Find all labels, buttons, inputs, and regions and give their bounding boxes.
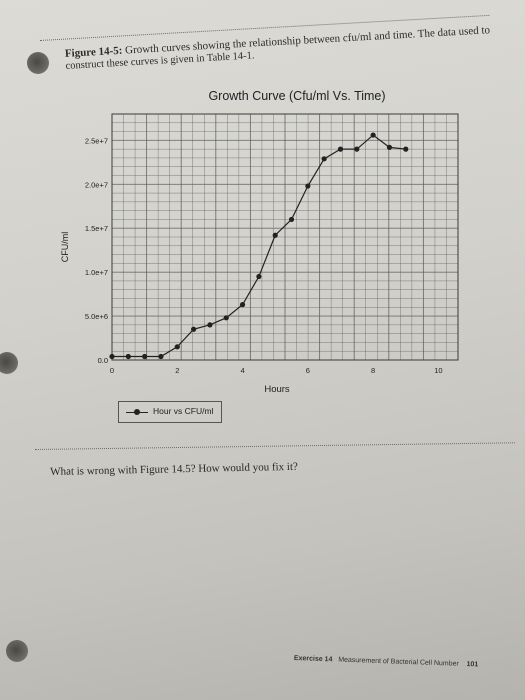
legend-marker-swatch (134, 409, 140, 415)
data-point (370, 132, 376, 138)
x-tick-label: 4 (240, 366, 244, 375)
data-point (337, 146, 344, 152)
data-point (272, 232, 278, 238)
x-tick-label: 2 (175, 366, 179, 375)
data-point (207, 322, 213, 328)
data-point (386, 144, 393, 150)
y-tick-label: 2.0e+7 (85, 180, 108, 189)
data-point (403, 146, 409, 152)
data-point (354, 146, 360, 152)
data-point (305, 183, 311, 189)
y-axis-label: CFU/ml (60, 232, 70, 263)
binder-hole-middle (0, 352, 18, 374)
binder-hole-bottom (6, 640, 28, 662)
binder-hole-top (27, 52, 49, 74)
data-point (256, 273, 262, 280)
x-tick-label: 0 (110, 366, 114, 375)
data-point (191, 326, 197, 332)
x-tick-label: 6 (306, 366, 310, 375)
x-tick-label: 10 (434, 366, 442, 375)
y-tick-label: 1.0e+7 (85, 268, 108, 277)
y-tick-label: 5.0e+6 (85, 312, 108, 321)
data-point (288, 216, 295, 223)
y-tick-label: 1.5e+7 (85, 224, 108, 233)
x-tick-label: 8 (371, 366, 375, 375)
x-axis-label: Hours (264, 384, 290, 395)
legend-label: Hour vs CFU/ml (153, 406, 214, 416)
data-point (125, 353, 131, 360)
data-point (109, 353, 115, 360)
chart-legend: Hour vs CFU/ml (118, 401, 222, 423)
y-tick-label: 2.5e+7 (85, 136, 108, 145)
y-tick-label: 0.0 (98, 356, 108, 365)
data-point (174, 344, 180, 350)
plot-frame (111, 113, 459, 361)
footer-exercise: Exercise 14 (293, 655, 333, 664)
data-point (239, 302, 246, 308)
footer-page-number: 101 (466, 661, 479, 669)
data-point (158, 353, 164, 360)
data-point (223, 315, 229, 321)
chart-title: Growth Curve (Cfu/ml Vs. Time) (208, 89, 385, 103)
data-point (142, 353, 148, 360)
data-point (321, 156, 327, 162)
